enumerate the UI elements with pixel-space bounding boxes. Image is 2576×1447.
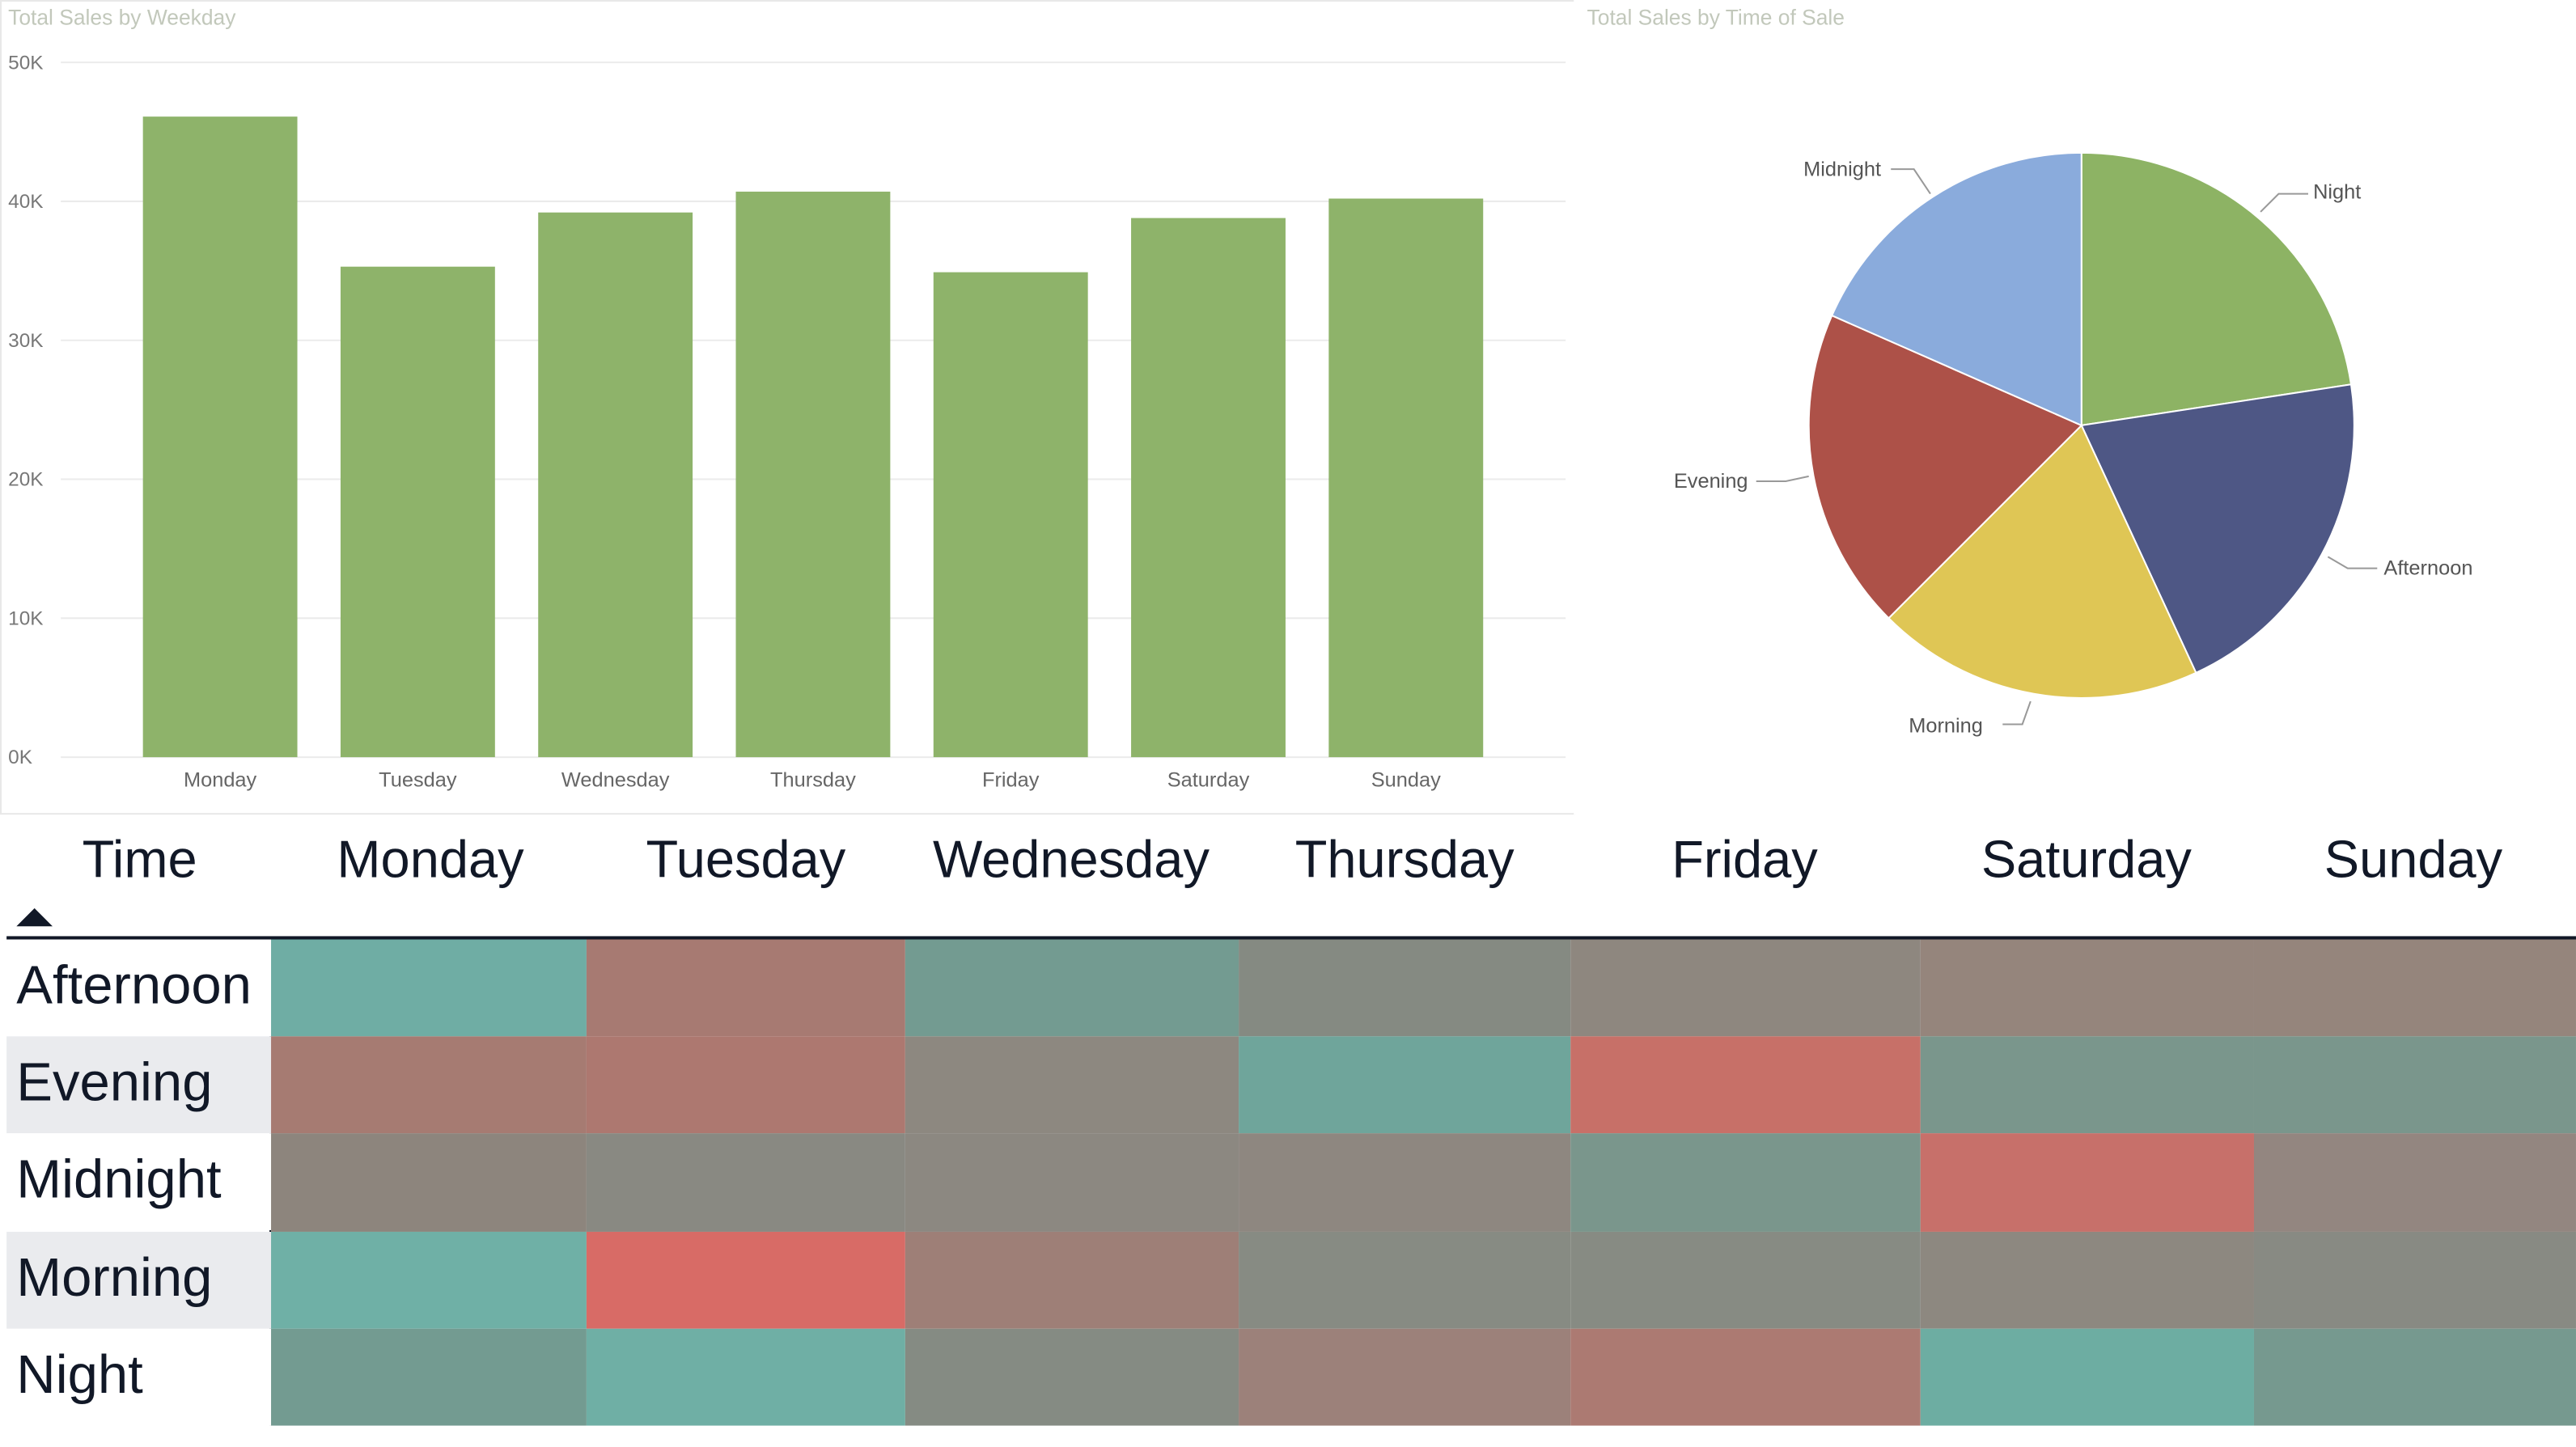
heatmap-cell[interactable] <box>1570 1036 1921 1134</box>
heatmap-cell[interactable] <box>905 1328 1239 1426</box>
pie-chart: Night Afternoon Morning Evening Midnight <box>1674 151 2472 738</box>
pie-label: Morning <box>1909 715 1983 738</box>
x-tick-label: Sunday <box>1371 769 1441 792</box>
bar-thursday <box>735 191 891 758</box>
bar-chart-panel[interactable]: Total Sales by Weekday 0K 10K 20K 30K 40K 50K… <box>0 0 1576 815</box>
heatmap-cell[interactable] <box>1239 939 1571 1037</box>
heatmap-cell[interactable] <box>271 1036 587 1134</box>
heatmap-cell[interactable] <box>1920 1231 2254 1329</box>
pie-label: Night <box>2313 181 2361 204</box>
x-tick-label: Wednesday <box>561 769 670 792</box>
heatmap-cell[interactable] <box>2253 1133 2576 1232</box>
pie-slice-evening <box>1807 314 2083 620</box>
bar-sunday <box>1328 198 1484 758</box>
heatmap-cell[interactable] <box>1570 1328 1921 1426</box>
heatmap-cell[interactable] <box>1920 1133 2254 1232</box>
heatmap-cell[interactable] <box>1920 1328 2254 1426</box>
heatmap-cell[interactable] <box>905 1036 1239 1134</box>
heatmap-cell[interactable] <box>586 1231 905 1329</box>
heatmap-cell[interactable] <box>586 939 905 1037</box>
bar-chart: 0K 10K 20K 30K 40K 50K Monday Tuesday Wednesday T… <box>8 52 1566 792</box>
bar-friday <box>933 272 1088 758</box>
heatmap-cell[interactable] <box>1570 939 1921 1037</box>
column-header-wednesday[interactable]: Wednesday <box>932 829 1210 889</box>
heatmap-cell[interactable] <box>2253 1328 2576 1426</box>
pie-label: Afternoon <box>2383 557 2472 580</box>
heatmap-cell[interactable] <box>1920 939 2254 1037</box>
bar-monday <box>142 116 298 758</box>
row-header-midnight: Midnight <box>6 1133 272 1231</box>
column-header-saturday[interactable]: Saturday <box>1981 829 2192 889</box>
heatmap-cell[interactable] <box>586 1328 905 1426</box>
leader-line <box>2327 556 2378 569</box>
heatmap-cell[interactable] <box>905 1231 1239 1329</box>
row-header-afternoon: Afternoon <box>6 939 272 1037</box>
x-tick-label: Saturday <box>1167 769 1250 792</box>
pie-chart-panel[interactable]: Total Sales by Time of Sale Night Afterno… <box>1574 0 2576 815</box>
bar-wednesday <box>538 212 693 758</box>
heatmap-cell[interactable] <box>1570 1133 1921 1232</box>
y-tick-label: 40K <box>8 191 43 213</box>
column-header-tuesday[interactable]: Tuesday <box>646 829 846 889</box>
column-header-thursday[interactable]: Thursday <box>1294 829 1515 889</box>
bar-chart-title: Total Sales by Weekday <box>8 5 236 30</box>
leader-line <box>1891 168 1931 195</box>
pie-slice-afternoon <box>2080 383 2355 675</box>
y-tick-label: 30K <box>8 330 43 352</box>
leader-line <box>2260 193 2308 213</box>
pie-slice-morning <box>1887 424 2197 699</box>
y-tick-label: 50K <box>8 52 43 74</box>
heatmap-cell[interactable] <box>271 1328 587 1426</box>
x-tick-label: Tuesday <box>379 769 457 792</box>
heatmap-cell[interactable] <box>586 1036 905 1134</box>
heatmap-cell[interactable] <box>2253 1036 2576 1134</box>
y-tick-label: 20K <box>8 469 43 491</box>
x-tick-label: Friday <box>982 769 1040 792</box>
x-tick-label: Thursday <box>770 769 856 792</box>
heatmap-cell[interactable] <box>1570 1231 1921 1329</box>
heatmap-cell[interactable] <box>905 939 1239 1037</box>
heatmap-cell[interactable] <box>271 939 587 1037</box>
row-header-evening: Evening <box>6 1036 272 1134</box>
heatmap-cell[interactable] <box>1239 1133 1571 1232</box>
heatmap-cell[interactable] <box>271 1231 587 1329</box>
pie-slice-night <box>2080 151 2353 427</box>
heatmap-cell[interactable] <box>1239 1231 1571 1329</box>
row-header-night: Night <box>6 1328 272 1426</box>
y-tick-label: 10K <box>8 607 43 629</box>
column-header-friday[interactable]: Friday <box>1671 829 1818 889</box>
y-tick-label: 0K <box>8 747 32 768</box>
heatmap-cell[interactable] <box>1239 1328 1571 1426</box>
sort-ascending-icon[interactable] <box>16 908 53 927</box>
heatmap-cell[interactable] <box>1920 1036 2254 1134</box>
heatmap-cell[interactable] <box>586 1133 905 1232</box>
x-tick-label: Monday <box>184 769 257 792</box>
heatmap-cell[interactable] <box>2253 939 2576 1037</box>
leader-line <box>1756 475 1809 482</box>
pie-label: Evening <box>1674 470 1748 493</box>
leader-line <box>2002 700 2032 726</box>
bar-saturday <box>1131 218 1286 758</box>
heatmap-cell[interactable] <box>271 1133 587 1232</box>
pie-slice-midnight <box>1830 151 2082 427</box>
heatmap-cell[interactable] <box>1239 1036 1571 1134</box>
pie-label: Midnight <box>1803 158 1881 180</box>
heatmap-cell[interactable] <box>2253 1231 2576 1329</box>
column-header-sunday[interactable]: Sunday <box>2324 829 2503 889</box>
row-header-morning: Morning <box>6 1231 272 1328</box>
heatmap-cell[interactable] <box>905 1133 1239 1232</box>
pie-chart-title: Total Sales by Time of Sale <box>1587 5 1845 30</box>
column-header-time[interactable]: Time <box>82 829 197 889</box>
header-divider <box>6 936 2576 940</box>
bar-tuesday <box>340 266 495 758</box>
column-header-monday[interactable]: Monday <box>337 829 524 889</box>
